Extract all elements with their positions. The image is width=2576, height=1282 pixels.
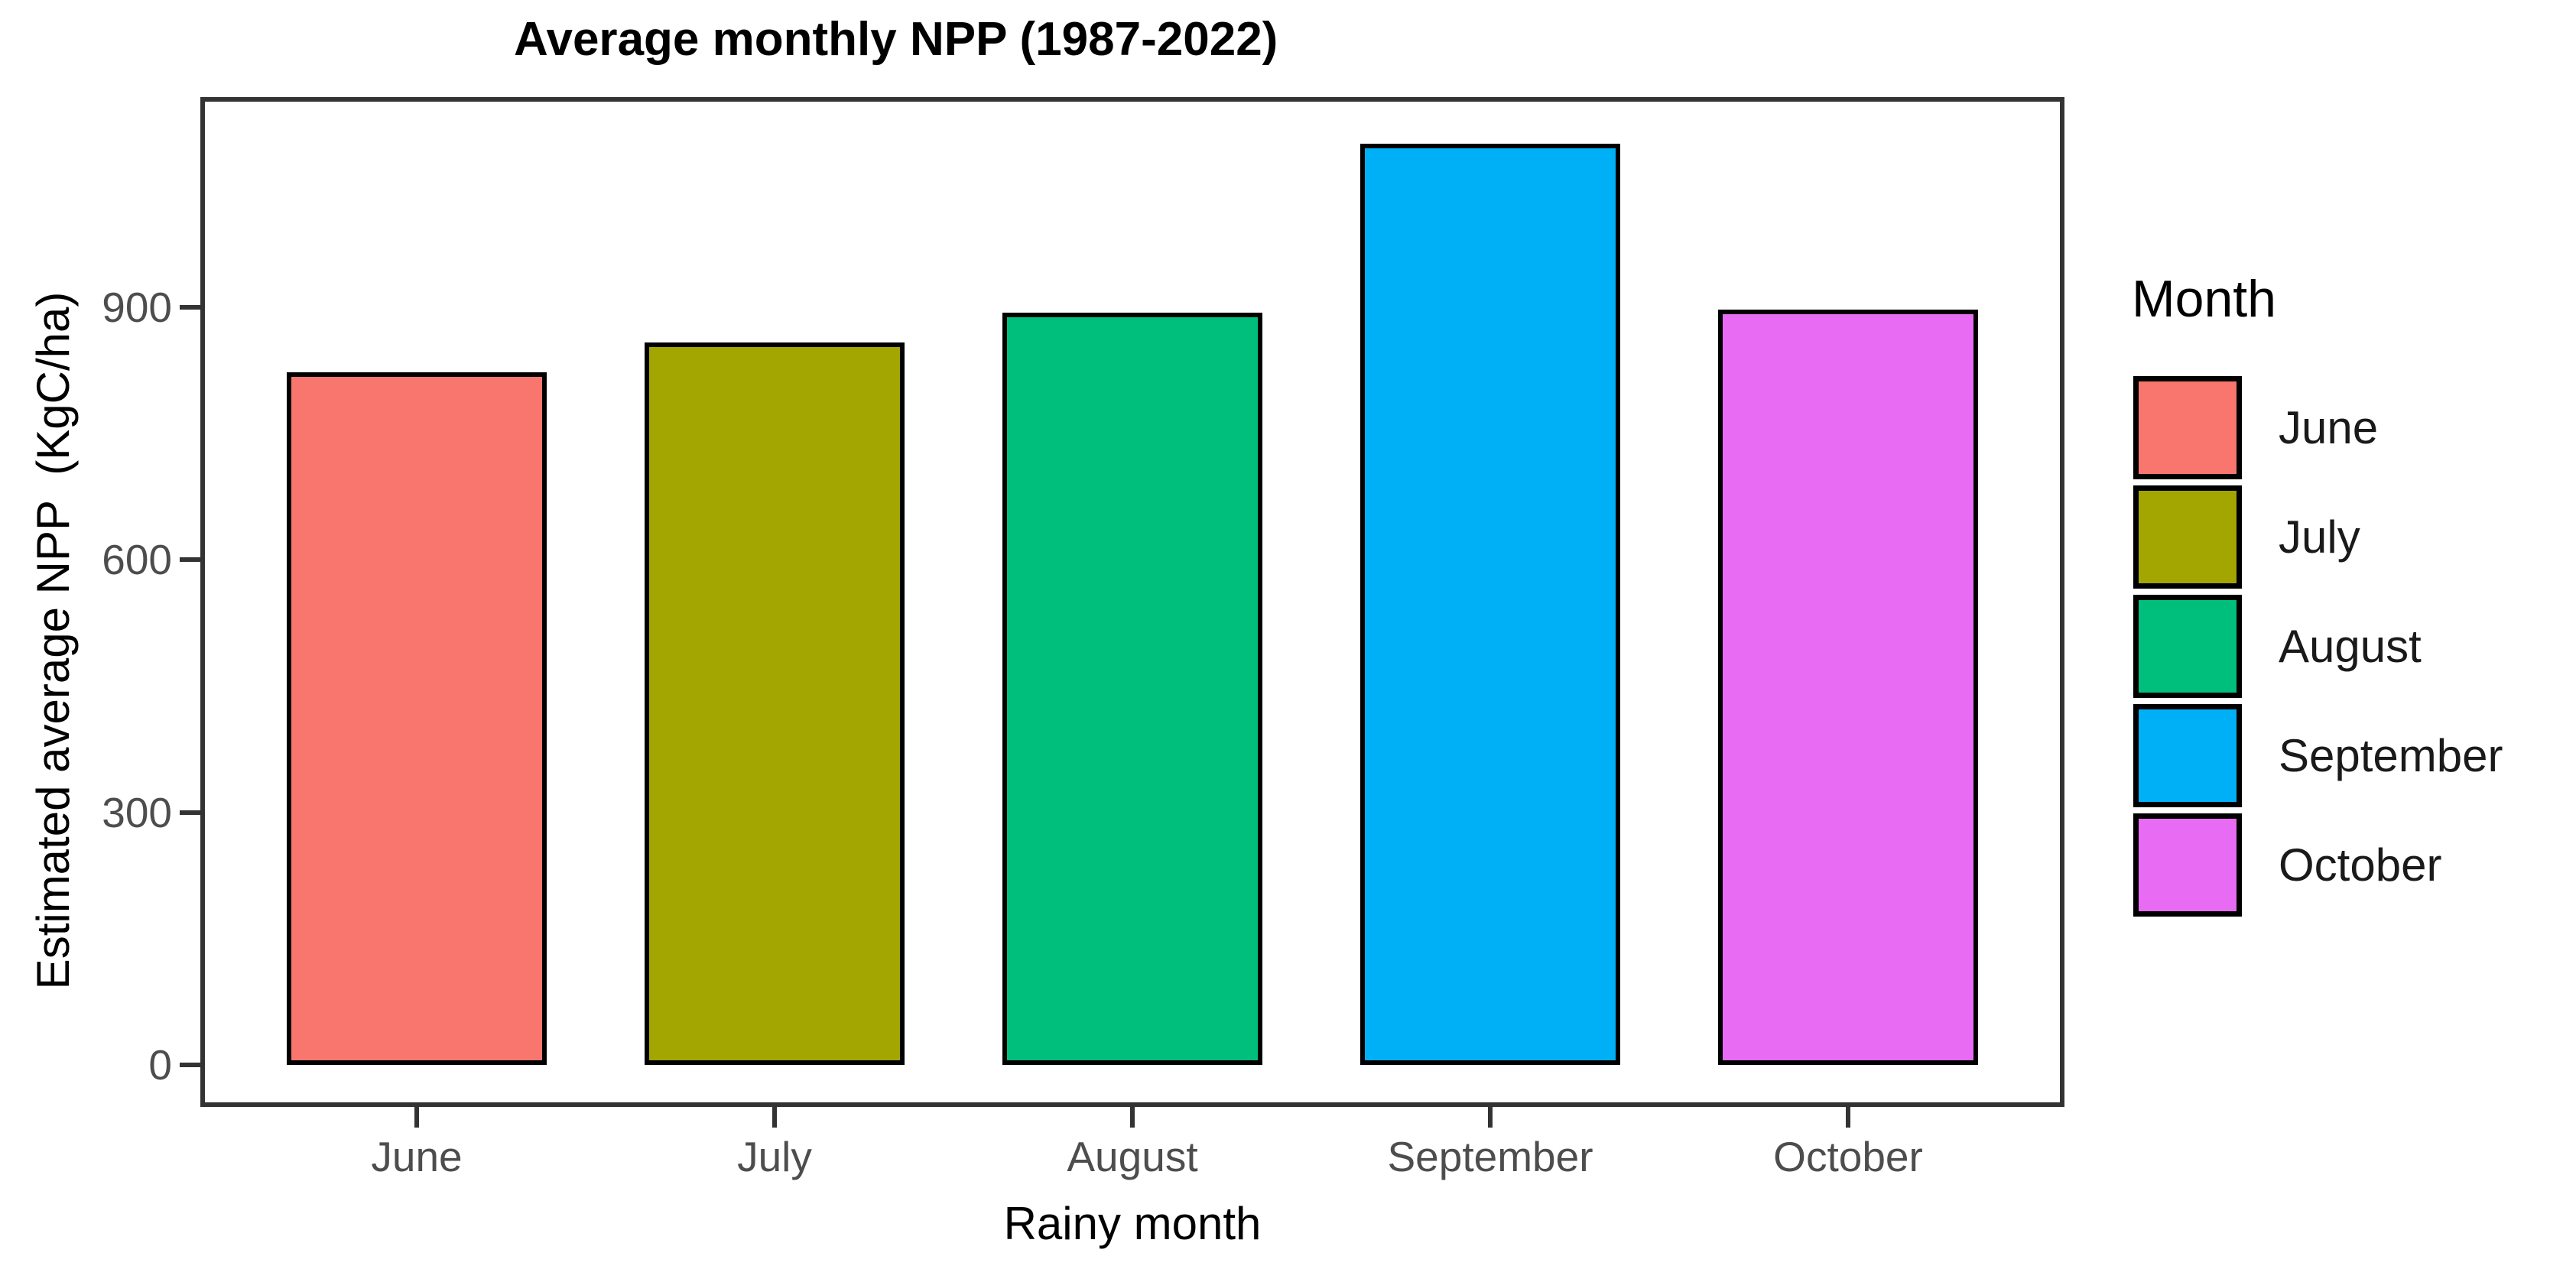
chart-title: Average monthly NPP (1987-2022) bbox=[514, 13, 1278, 66]
y-tick-600 bbox=[180, 557, 200, 562]
y-tick-label-300: 300 bbox=[102, 789, 172, 836]
y-tick-300 bbox=[180, 810, 200, 815]
legend-swatch-october bbox=[2133, 813, 2242, 917]
y-tick-label-600: 600 bbox=[102, 536, 172, 583]
x-tick-september bbox=[1488, 1107, 1493, 1128]
legend-entry-june: June bbox=[2132, 376, 2378, 479]
x-tick-label-october: October bbox=[1773, 1133, 1923, 1180]
bar-october bbox=[1718, 310, 1978, 1065]
legend-entry-july: July bbox=[2132, 485, 2360, 589]
legend-label-june: June bbox=[2279, 402, 2379, 453]
x-tick-july bbox=[772, 1107, 777, 1128]
x-tick-june bbox=[414, 1107, 419, 1128]
legend-entry-october: October bbox=[2132, 813, 2441, 917]
bar-july bbox=[645, 342, 905, 1065]
x-tick-october bbox=[1846, 1107, 1850, 1128]
legend-entries: June July August September October bbox=[2132, 376, 2503, 917]
legend-label-august: August bbox=[2279, 621, 2422, 672]
x-tick-label-june: June bbox=[371, 1133, 463, 1180]
bar-august bbox=[1002, 313, 1262, 1065]
y-tick-0 bbox=[180, 1063, 200, 1067]
legend-title: Month bbox=[2132, 270, 2276, 328]
legend-swatch-june bbox=[2133, 376, 2242, 479]
legend-swatch-august bbox=[2133, 595, 2242, 698]
bar-september bbox=[1360, 144, 1620, 1065]
x-tick-label-july: July bbox=[737, 1133, 812, 1180]
y-tick-label-0: 0 bbox=[148, 1041, 172, 1089]
y-axis-title: Estimated average NPP (KgC/ha) bbox=[28, 291, 79, 990]
legend-entry-september: September bbox=[2132, 704, 2503, 807]
y-tick-900 bbox=[180, 305, 200, 310]
legend-entry-august: August bbox=[2132, 595, 2422, 698]
legend-swatch-july bbox=[2133, 485, 2242, 589]
x-tick-august bbox=[1130, 1107, 1135, 1128]
y-tick-label-900: 900 bbox=[102, 284, 172, 331]
legend-swatch-september bbox=[2133, 704, 2242, 807]
x-axis-title: Rainy month bbox=[1003, 1198, 1262, 1249]
legend-label-october: October bbox=[2279, 839, 2442, 891]
bar-june bbox=[287, 372, 547, 1065]
legend: Month June July August September October bbox=[2132, 269, 2503, 923]
x-tick-label-august: August bbox=[1067, 1133, 1198, 1180]
legend-label-july: July bbox=[2279, 511, 2360, 563]
legend-label-september: September bbox=[2279, 730, 2503, 781]
x-tick-label-september: September bbox=[1387, 1133, 1593, 1180]
